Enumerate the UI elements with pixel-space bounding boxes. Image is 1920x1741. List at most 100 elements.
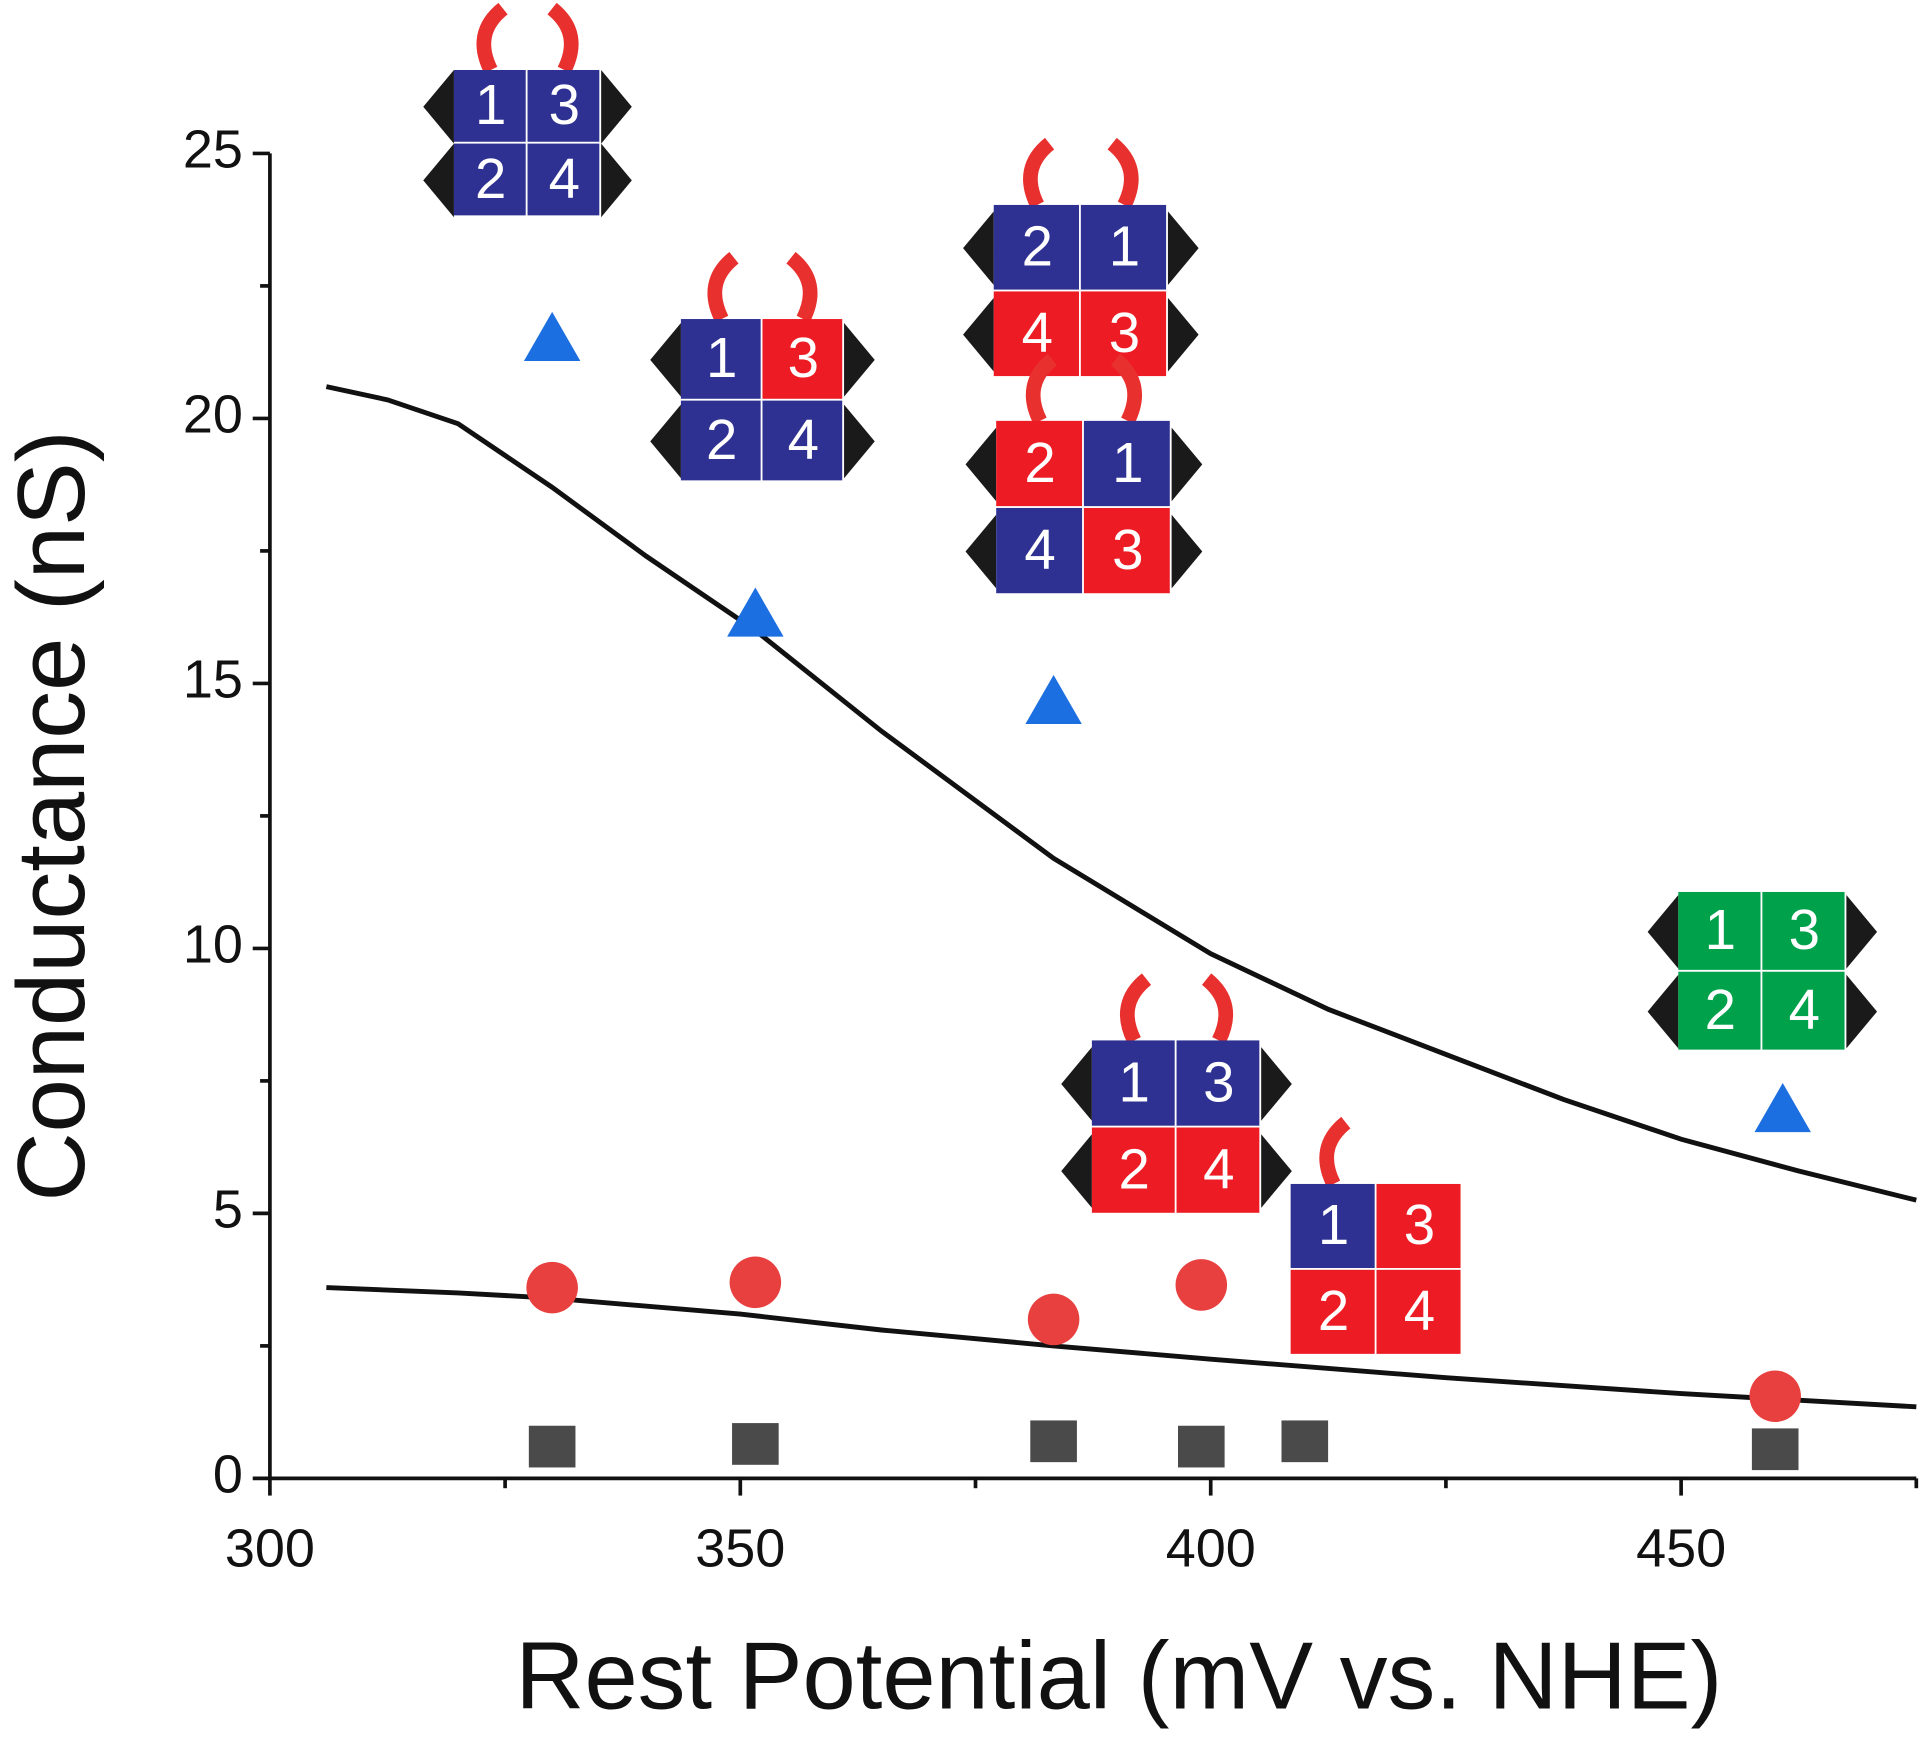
x-tick-label: 450 — [1636, 1518, 1726, 1578]
heme-number: 3 — [1109, 301, 1140, 364]
heme-cell — [1176, 1040, 1260, 1126]
heme-cell — [680, 319, 761, 399]
loop — [476, 2, 508, 74]
heme-number: 1 — [1119, 1050, 1150, 1113]
heme-wedge — [844, 323, 875, 397]
heme-wedge — [1171, 514, 1203, 589]
heme-number: 3 — [1112, 518, 1143, 581]
heme-wedge — [1261, 1134, 1292, 1208]
loop — [1319, 1116, 1351, 1188]
square-marker — [1751, 1428, 1799, 1471]
heme-cell — [1376, 1183, 1461, 1268]
heme-cell — [1091, 1040, 1175, 1126]
circle-marker — [1749, 1370, 1801, 1423]
heme-cell — [1083, 507, 1170, 594]
fit-curve — [325, 384, 1917, 1203]
loop — [1023, 137, 1055, 209]
heme-wedge — [963, 211, 994, 285]
heme-number: 2 — [706, 408, 737, 471]
heme-wedge — [965, 514, 997, 589]
heme-cell — [1080, 204, 1167, 290]
heme-cell — [453, 143, 526, 216]
triangle-marker — [727, 587, 784, 637]
heme-wedge — [650, 323, 681, 397]
heme-wedge — [1061, 1047, 1092, 1121]
heme-cell — [1091, 1127, 1175, 1213]
heme-wedge — [423, 69, 454, 144]
heme-wedge — [423, 143, 454, 218]
heme-number: 2 — [1705, 978, 1736, 1041]
loop — [786, 251, 818, 323]
heme-cell — [1376, 1269, 1461, 1354]
complex-icon: 2 14 3 — [963, 137, 1199, 377]
heme-wedge — [965, 427, 997, 502]
y-tick-label: 15 — [183, 650, 243, 710]
heme-number: 3 — [788, 326, 819, 389]
heme-cell — [680, 400, 761, 481]
heme-wedge — [650, 404, 681, 479]
heme-wedge — [844, 404, 875, 479]
heme-cell — [996, 507, 1083, 594]
heme-number: 1 — [706, 326, 737, 389]
heme-cell — [996, 420, 1083, 507]
heme-cell — [762, 319, 843, 399]
x-tick-label: 350 — [695, 1518, 785, 1578]
heme-wedge — [1167, 211, 1199, 285]
heme-wedge — [1061, 1134, 1092, 1208]
heme-number: 3 — [1789, 898, 1820, 961]
heme-wedge — [1647, 974, 1679, 1049]
square-marker — [732, 1423, 779, 1465]
heme-number: 1 — [475, 73, 506, 136]
heme-cell — [453, 69, 526, 142]
loop — [707, 251, 739, 323]
heme-number: 1 — [1112, 431, 1143, 494]
loop — [1110, 353, 1142, 425]
heme-cell — [1290, 1183, 1375, 1268]
heme-cell — [1678, 971, 1761, 1050]
y-tick-label: 10 — [183, 915, 243, 975]
heme-number: 4 — [1203, 1137, 1234, 1200]
heme-wedge — [601, 143, 632, 218]
square-marker — [1177, 1425, 1225, 1468]
x-axis-label: Rest Potential (mV vs. NHE) — [515, 1623, 1722, 1730]
heme-cell — [762, 400, 843, 481]
heme-number: 2 — [1318, 1279, 1349, 1342]
loop — [1120, 973, 1152, 1044]
heme-number: 3 — [1203, 1050, 1234, 1113]
loop — [1201, 973, 1234, 1044]
heme-wedge — [1167, 297, 1199, 372]
heme-wedge — [963, 297, 994, 372]
complex-icon: 2 14 3 — [965, 353, 1203, 594]
heme-number: 2 — [1024, 431, 1055, 494]
heme-cell — [527, 143, 600, 216]
heme-wedge — [1647, 895, 1679, 969]
triangle-marker — [1025, 674, 1082, 725]
heme-cell — [1290, 1269, 1375, 1354]
square-marker — [1281, 1420, 1329, 1463]
heme-number: 2 — [1022, 215, 1053, 278]
complex-icon: 1 32 4 — [1647, 891, 1878, 1050]
heme-wedge — [1171, 427, 1203, 502]
y-tick-label: 20 — [183, 385, 243, 445]
complex-icon: 1 32 4 — [1061, 973, 1292, 1213]
heme-number: 2 — [475, 147, 506, 210]
circle-marker — [729, 1256, 782, 1309]
heme-cell — [993, 291, 1080, 377]
triangle-marker — [1754, 1083, 1811, 1133]
circle-marker — [1175, 1259, 1228, 1311]
heme-cell — [993, 204, 1080, 290]
complex-icon: 1 32 4 — [1290, 1116, 1461, 1354]
y-tick-label: 0 — [213, 1445, 243, 1505]
heme-cell — [1762, 971, 1845, 1050]
x-tick-label: 300 — [225, 1518, 315, 1578]
heme-cell — [1678, 891, 1761, 970]
heme-number: 4 — [1404, 1279, 1435, 1342]
heme-wedge — [1261, 1047, 1292, 1121]
x-tick-label: 400 — [1166, 1518, 1256, 1578]
heme-number: 3 — [549, 73, 580, 136]
fit-curve — [326, 1285, 1917, 1410]
heme-number: 2 — [1119, 1137, 1150, 1200]
circle-marker — [1027, 1293, 1080, 1346]
heme-number: 4 — [549, 147, 580, 210]
